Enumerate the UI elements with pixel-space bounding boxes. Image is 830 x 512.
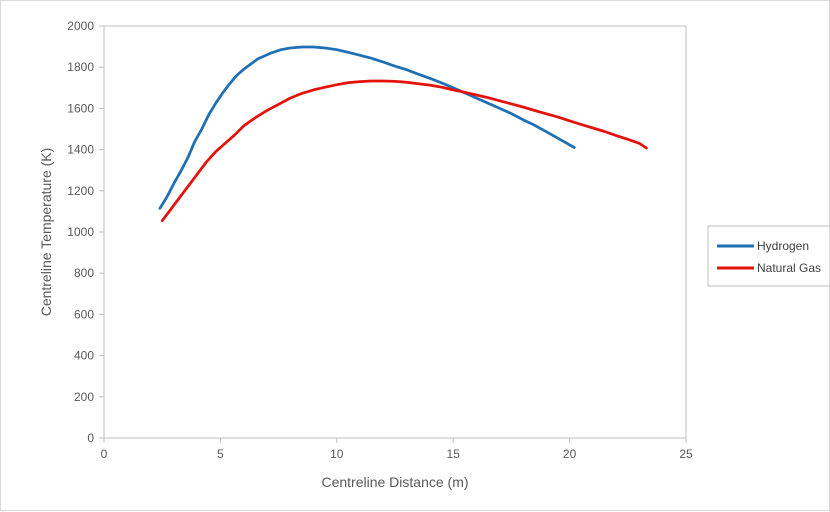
series-line-natural-gas [160, 79, 648, 223]
legend-box [707, 225, 830, 287]
y-tick-label: 200 [74, 390, 94, 404]
x-tick-label: 20 [563, 447, 577, 461]
legend: Hydrogen Natural Gas [707, 225, 830, 287]
x-tick-label: 0 [101, 447, 108, 461]
series-line-hydrogen [158, 45, 576, 210]
x-tick-label: 25 [679, 447, 693, 461]
y-tick-label: 400 [74, 349, 94, 363]
x-axis-title: Centreline Distance (m) [321, 474, 468, 490]
legend-label-hydrogen: Hydrogen [757, 239, 809, 253]
y-tick-label: 600 [74, 307, 94, 321]
x-tick-label: 15 [447, 447, 461, 461]
y-tick-label: 800 [74, 266, 94, 280]
series-lines [158, 45, 648, 223]
plot-area-border [103, 25, 687, 439]
y-tick-label: 1000 [67, 225, 94, 239]
y-tick-label: 1200 [67, 184, 94, 198]
y-tick-label: 0 [87, 431, 94, 445]
y-tick-label: 1600 [67, 101, 94, 115]
axes: 0 5 10 15 20 25 0 200 400 600 800 1000 1200 1400 1600 1… [67, 19, 693, 461]
x-tick-label: 10 [330, 447, 344, 461]
y-tick-label: 1400 [67, 143, 94, 157]
x-tick-label: 5 [217, 447, 224, 461]
y-tick-label: 1800 [67, 60, 94, 74]
y-axis-title: Centreline Temperature (K) [38, 148, 54, 317]
y-tick-label: 2000 [67, 19, 94, 33]
legend-label-natural-gas: Natural Gas [757, 261, 821, 275]
